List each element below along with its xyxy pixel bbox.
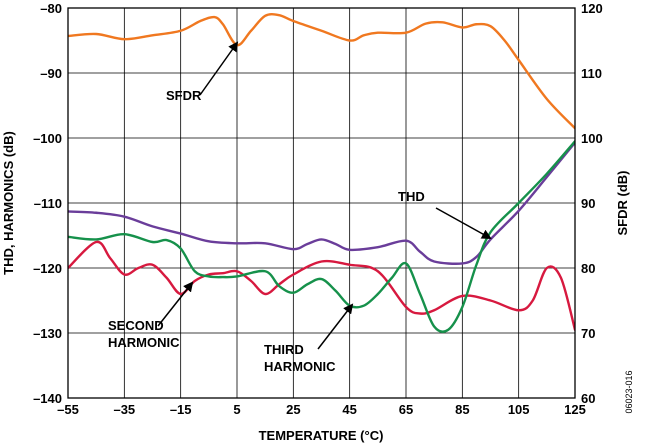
y-left-tick-label: –100 — [33, 131, 62, 146]
y-right-tick-label: 100 — [581, 131, 603, 146]
annotation-second-harmonic: SECOND — [108, 318, 164, 333]
x-tick-label: –15 — [170, 402, 192, 417]
x-tick-label: 105 — [508, 402, 530, 417]
ticks-layer: –55 –35 –15 5 25 45 65 85 105 125 –80 –90 –100 –110 –1… — [33, 1, 603, 417]
x-tick-label: 45 — [342, 402, 356, 417]
x-tick-label: 125 — [564, 402, 586, 417]
y-right-tick-label: 80 — [581, 261, 595, 276]
series-line-third-harmonic — [68, 140, 575, 333]
x-tick-label: –55 — [57, 402, 79, 417]
plot-frame — [67, 7, 576, 399]
y-left-tick-label: –90 — [40, 66, 62, 81]
y-left-tick-label: –120 — [33, 261, 62, 276]
grid — [68, 8, 575, 398]
x-tick-label: 85 — [455, 402, 469, 417]
y-axis-right-title: SFDR (dB) — [615, 171, 630, 236]
annotation-layer: SFDR THD SECOND HARMONIC THIRD HARMONIC — [108, 41, 492, 374]
y-left-tick-label: –110 — [34, 196, 62, 211]
series-layer — [68, 12, 575, 333]
annotation-second-harmonic: HARMONIC — [108, 335, 180, 350]
annotation-arrow-thd — [435, 207, 492, 239]
series-line-second-harmonic — [68, 240, 575, 331]
annotation-third-harmonic: HARMONIC — [264, 359, 336, 374]
y-right-tick-label: 110 — [581, 66, 602, 81]
x-axis-title: TEMPERATURE (°C) — [259, 428, 384, 443]
y-left-tick-label: –130 — [33, 326, 62, 341]
annotation-arrow-third-harmonic — [317, 303, 354, 350]
annotation-third-harmonic: THIRD — [264, 342, 304, 357]
y-right-tick-label: 120 — [581, 1, 603, 16]
y-right-tick-label: 60 — [581, 391, 595, 406]
x-tick-label: 65 — [399, 402, 413, 417]
x-tick-label: 5 — [233, 402, 240, 417]
series-line-sfdr — [68, 12, 575, 130]
annotation-arrow-second-harmonic — [157, 281, 194, 327]
annotation-sfdr: SFDR — [166, 88, 202, 103]
annotation-thd: THD — [398, 189, 425, 204]
x-tick-label: 25 — [286, 402, 300, 417]
annotation-arrow-sfdr — [199, 41, 239, 96]
y-axis-left-title: THD, HARMONICS (dB) — [1, 131, 16, 275]
x-tick-label: –35 — [113, 402, 135, 417]
y-left-tick-label: –80 — [40, 1, 62, 16]
figure-id: 06023-016 — [624, 370, 634, 413]
y-right-tick-label: 90 — [581, 196, 595, 211]
y-right-tick-label: 70 — [581, 326, 595, 341]
y-left-tick-label: –140 — [33, 391, 62, 406]
